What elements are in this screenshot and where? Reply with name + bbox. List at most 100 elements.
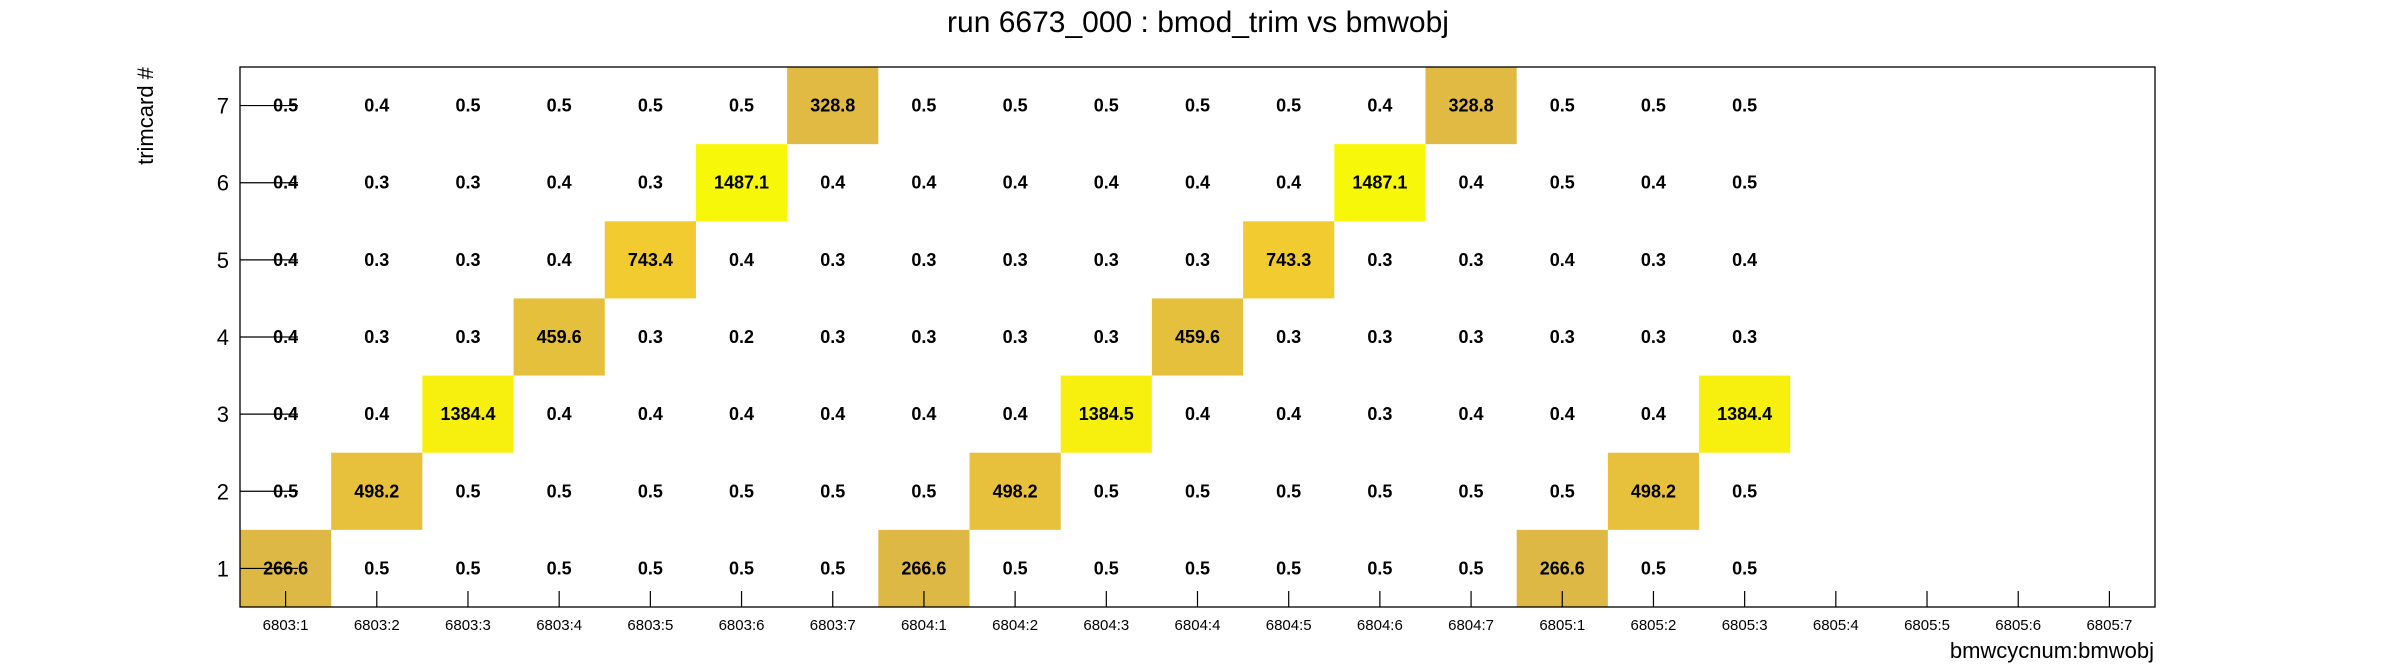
cell-value-label: 498.2 [993, 481, 1038, 501]
cell-value-label: 0.4 [1276, 173, 1301, 193]
cell-value-label: 0.3 [1732, 327, 1757, 347]
x-tick-label: 6805:1 [1539, 617, 1585, 634]
cell-value-label: 0.5 [911, 96, 936, 116]
cell-value-label: 0.3 [820, 327, 845, 347]
cell-value-label: 1384.4 [440, 404, 495, 424]
heatmap-cell [695, 144, 788, 222]
cell-value-label: 0.4 [820, 404, 845, 424]
cell-value-label: 0.3 [1367, 404, 1392, 424]
cell-value-label: 0.4 [547, 404, 572, 424]
cell-value-label: 0.4 [364, 96, 389, 116]
cell-value-label: 0.3 [1641, 327, 1666, 347]
cell-value-label: 0.5 [1732, 558, 1757, 578]
cell-value-label: 0.5 [455, 96, 480, 116]
cell-value-label: 0.4 [1459, 173, 1484, 193]
x-tick-label: 6804:6 [1357, 617, 1403, 634]
heatmap-cell [513, 298, 605, 376]
cell-value-label: 0.4 [1003, 404, 1028, 424]
cell-value-label: 0.3 [1459, 327, 1484, 347]
cell-value-label: 0.4 [1276, 404, 1301, 424]
heatmap-cell [604, 221, 696, 299]
cell-value-label: 0.5 [1094, 481, 1119, 501]
x-axis-title: bmwcycnum:bmwobj [1950, 638, 2154, 663]
cell-value-label: 0.3 [1094, 250, 1119, 270]
y-tick-label: 4 [217, 325, 229, 350]
y-tick-label: 5 [217, 248, 229, 273]
cell-value-label: 0.4 [729, 250, 754, 270]
cell-value-label: 0.5 [820, 558, 845, 578]
cell-value-label: 0.4 [1094, 173, 1119, 193]
x-tick-label: 6804:2 [992, 617, 1038, 634]
cell-value-label: 0.5 [638, 558, 663, 578]
cell-value-label: 0.3 [1459, 250, 1484, 270]
cell-value-label: 0.3 [1094, 327, 1119, 347]
cell-value-label: 0.2 [729, 327, 754, 347]
cell-value-label: 0.5 [1367, 481, 1392, 501]
cell-value-label: 0.3 [1641, 250, 1666, 270]
y-axis-title: trimcard # [133, 66, 158, 165]
x-tick-label: 6805:4 [1813, 617, 1859, 634]
cell-value-label: 0.4 [1550, 404, 1575, 424]
cell-value-label: 743.3 [1266, 250, 1311, 270]
cell-value-label: 743.4 [628, 250, 673, 270]
cell-value-label: 0.4 [1641, 404, 1666, 424]
cell-value-label: 0.5 [547, 558, 572, 578]
cell-value-label: 0.5 [1550, 173, 1575, 193]
cell-value-label: 0.3 [638, 173, 663, 193]
heatmap-cell [1699, 375, 1791, 453]
cell-value-label: 0.3 [1550, 327, 1575, 347]
cell-value-label: 1384.4 [1717, 404, 1772, 424]
cell-value-label: 0.5 [1459, 481, 1484, 501]
cell-value-label: 1487.1 [1352, 173, 1407, 193]
cell-value-label: 0.4 [1550, 250, 1575, 270]
cell-value-label: 498.2 [354, 481, 399, 501]
cell-value-label: 0.3 [455, 250, 480, 270]
cell-value-label: 0.5 [547, 481, 572, 501]
cell-value-label: 0.5 [820, 481, 845, 501]
cell-value-label: 0.5 [638, 96, 663, 116]
cell-value-label: 0.5 [455, 481, 480, 501]
cell-value-label: 498.2 [1631, 481, 1676, 501]
cell-value-label: 0.5 [1732, 173, 1757, 193]
x-tick-label: 6804:3 [1083, 617, 1129, 634]
x-tick-label: 6805:2 [1631, 617, 1677, 634]
cell-value-label: 266.6 [1540, 558, 1585, 578]
axes: 6803:1 6803:2 6803:3 6803:4 6803:5 6803:6 6803… [217, 94, 2133, 634]
x-tick-label: 6803:2 [354, 617, 400, 634]
x-tick-label: 6804:4 [1175, 617, 1221, 634]
cell-value-label: 0.3 [1185, 250, 1210, 270]
cell-value-label: 0.5 [729, 481, 754, 501]
heatmap-cell [1334, 144, 1426, 222]
cell-value-label: 0.3 [1003, 327, 1028, 347]
cell-value-label: 0.5 [1094, 96, 1119, 116]
cell-value-label: 0.5 [1732, 96, 1757, 116]
cell-value-label: 0.3 [638, 327, 663, 347]
heatmap-cell [1243, 221, 1335, 299]
cell-value-label: 266.6 [901, 558, 946, 578]
x-tick-label: 6803:4 [536, 617, 582, 634]
cell-value-label: 0.4 [364, 404, 389, 424]
cell-value-label: 0.5 [1641, 96, 1666, 116]
x-tick-label: 6803:5 [627, 617, 673, 634]
cell-value-label: 0.4 [1185, 173, 1210, 193]
cell-value-label: 0.3 [820, 250, 845, 270]
x-tick-label: 6803:1 [263, 617, 309, 634]
cell-value-label: 0.4 [911, 173, 936, 193]
cell-value-label: 0.4 [1641, 173, 1666, 193]
cell-value-label: 1384.5 [1079, 404, 1134, 424]
cell-value-label: 0.3 [1276, 327, 1301, 347]
x-tick-label: 6803:6 [719, 617, 765, 634]
cell-value-label: 0.4 [1003, 173, 1028, 193]
cell-value-label: 0.5 [1276, 558, 1301, 578]
x-tick-label: 6803:7 [810, 617, 856, 634]
cell-value-label: 0.3 [1367, 327, 1392, 347]
heatmap-cell [1607, 452, 1700, 530]
cell-value-label: 0.4 [820, 173, 845, 193]
heatmap-cells [240, 67, 1791, 607]
cell-value-label: 0.5 [1276, 481, 1301, 501]
heatmap-cell [969, 452, 1061, 530]
cell-value-label: 459.6 [537, 327, 582, 347]
plot-frame [239, 66, 2156, 608]
cell-value-label: 0.4 [1367, 96, 1392, 116]
x-tick-label: 6805:7 [2086, 617, 2132, 634]
